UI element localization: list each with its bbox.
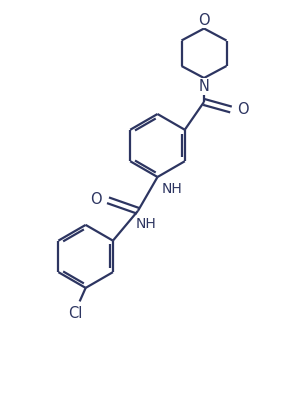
Text: NH: NH [136, 217, 157, 231]
Text: Cl: Cl [68, 306, 82, 321]
Text: O: O [90, 192, 101, 207]
Text: N: N [199, 79, 209, 94]
Text: NH: NH [161, 183, 182, 196]
Text: O: O [238, 102, 249, 117]
Text: O: O [198, 13, 210, 28]
